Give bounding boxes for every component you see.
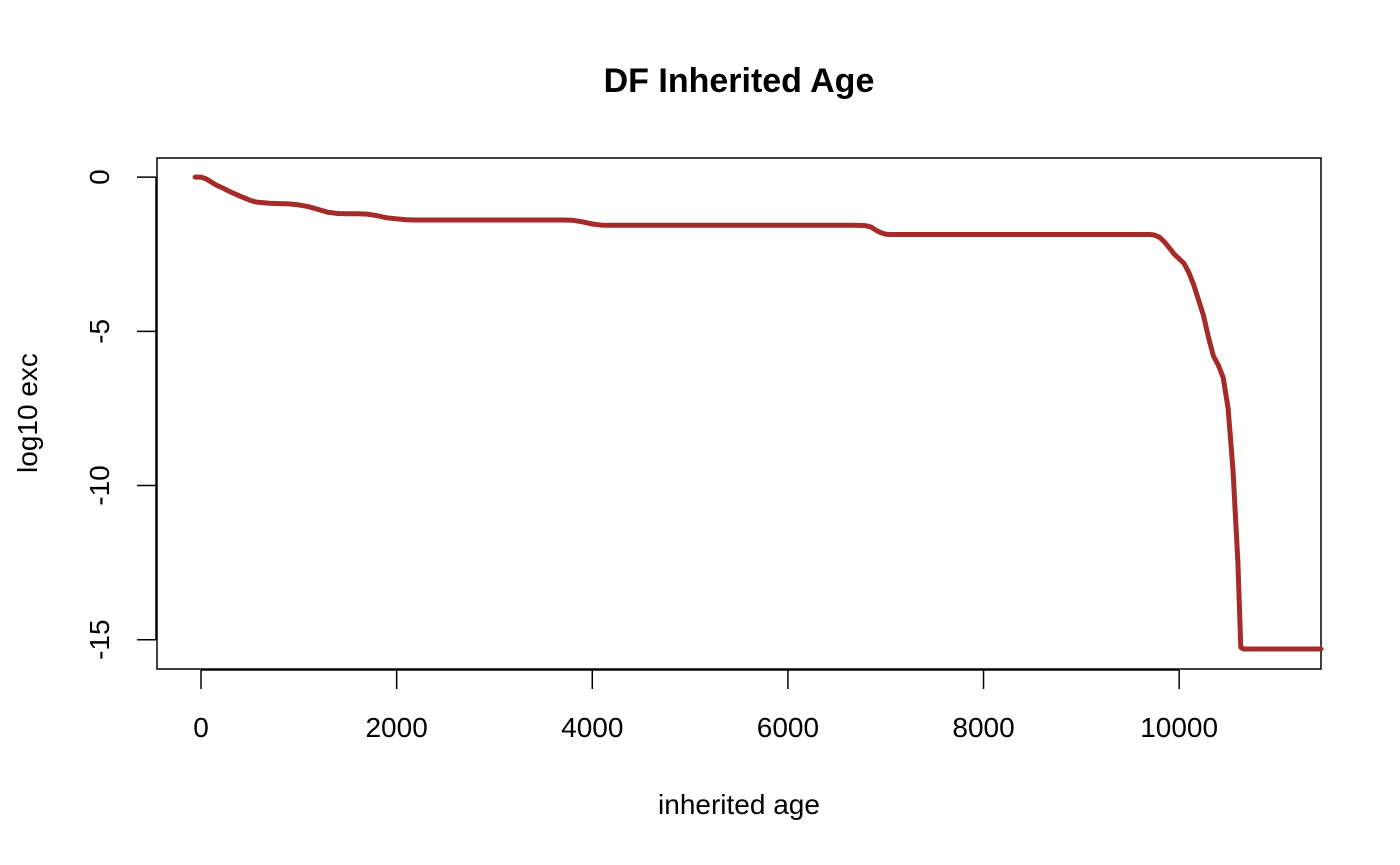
y-axis-label: log10 exc	[12, 353, 43, 473]
x-tick-label: 2000	[365, 712, 427, 743]
y-tick-label: -5	[84, 319, 115, 344]
y-tick-label: 0	[84, 169, 115, 185]
y-axis: 0 -5 -10 -15	[84, 169, 157, 660]
x-tick-label: 0	[193, 712, 209, 743]
x-axis: 0 2000 4000 6000 8000 10000	[193, 669, 1218, 743]
y-tick-label: -15	[84, 619, 115, 659]
x-tick-label: 8000	[952, 712, 1014, 743]
series-line	[192, 174, 1324, 652]
x-tick-label: 10000	[1140, 712, 1218, 743]
x-tick-label: 4000	[561, 712, 623, 743]
series-layer	[192, 174, 1324, 652]
x-tick-label: 6000	[757, 712, 819, 743]
y-tick-label: -10	[84, 465, 115, 505]
plot-frame	[156, 157, 1322, 670]
chart-title: DF Inherited Age	[604, 62, 875, 100]
x-axis-label: inherited age	[658, 789, 820, 820]
